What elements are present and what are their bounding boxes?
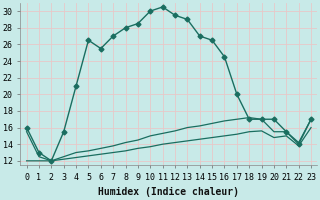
X-axis label: Humidex (Indice chaleur): Humidex (Indice chaleur) bbox=[98, 187, 239, 197]
